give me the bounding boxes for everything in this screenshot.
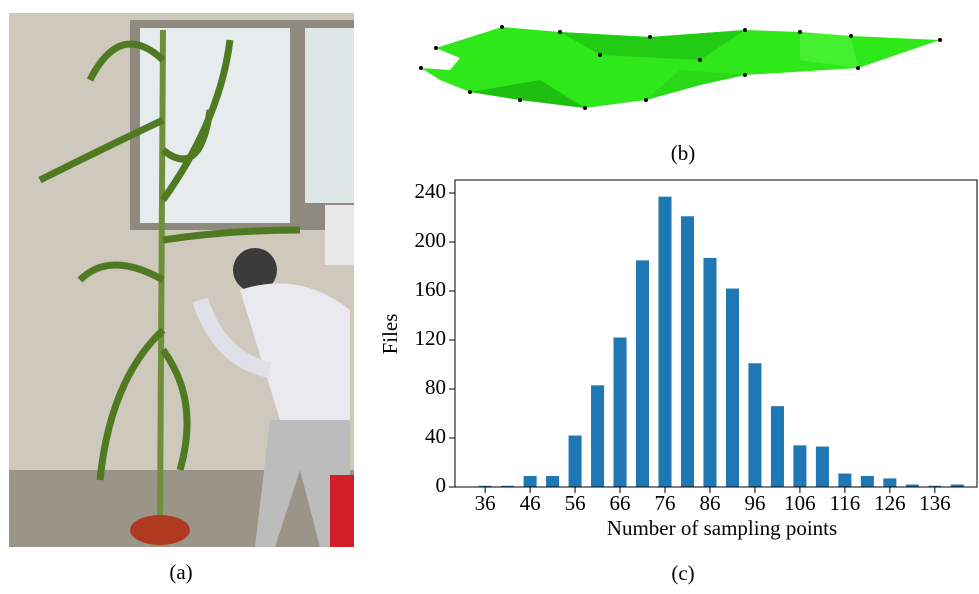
y-tick-label: 240 bbox=[415, 179, 447, 203]
y-tick-label: 0 bbox=[436, 473, 447, 497]
caption: (c) bbox=[671, 561, 694, 585]
bar bbox=[523, 475, 537, 487]
bar bbox=[950, 484, 964, 487]
caption: (b) bbox=[671, 141, 696, 165]
x-tick-label: 66 bbox=[610, 491, 631, 515]
bar bbox=[703, 257, 717, 487]
plot-frame bbox=[454, 179, 978, 488]
bar bbox=[478, 485, 492, 487]
bar bbox=[725, 288, 739, 487]
x-tick-label: 126 bbox=[874, 491, 906, 515]
y-tick-label: 160 bbox=[415, 277, 447, 301]
y-tick-label: 40 bbox=[425, 424, 446, 448]
y-tick-label: 120 bbox=[415, 326, 447, 350]
bar bbox=[658, 196, 672, 487]
bar bbox=[860, 475, 874, 487]
bar bbox=[905, 484, 919, 487]
bar bbox=[613, 337, 627, 487]
y-axis-label: Files bbox=[378, 314, 402, 355]
y-tick-label: 200 bbox=[415, 228, 447, 252]
bar bbox=[568, 435, 582, 487]
bar bbox=[883, 478, 897, 487]
x-tick-label: 56 bbox=[565, 491, 586, 515]
bar bbox=[591, 385, 605, 487]
x-tick-label: 86 bbox=[699, 491, 720, 515]
x-tick-label: 36 bbox=[475, 491, 496, 515]
x-tick-label: 46 bbox=[520, 491, 541, 515]
x-tick-label: 96 bbox=[744, 491, 765, 515]
bar bbox=[770, 406, 784, 487]
bar bbox=[815, 446, 829, 487]
x-tick-label: 116 bbox=[830, 491, 861, 515]
leaf-mesh bbox=[419, 25, 942, 110]
bar bbox=[838, 473, 852, 487]
photo bbox=[9, 13, 354, 547]
x-tick-label: 106 bbox=[784, 491, 816, 515]
bar bbox=[680, 216, 695, 487]
bar bbox=[793, 445, 807, 487]
bar bbox=[636, 260, 650, 487]
x-tick-label: 76 bbox=[655, 491, 676, 515]
bar bbox=[928, 485, 942, 487]
y-tick-label: 80 bbox=[425, 375, 446, 399]
bar bbox=[501, 485, 515, 487]
x-tick-label: 136 bbox=[919, 491, 951, 515]
bar bbox=[748, 363, 762, 487]
x-axis-label: Number of sampling points bbox=[607, 516, 837, 540]
caption: (a) bbox=[169, 560, 192, 584]
bar bbox=[546, 475, 560, 487]
